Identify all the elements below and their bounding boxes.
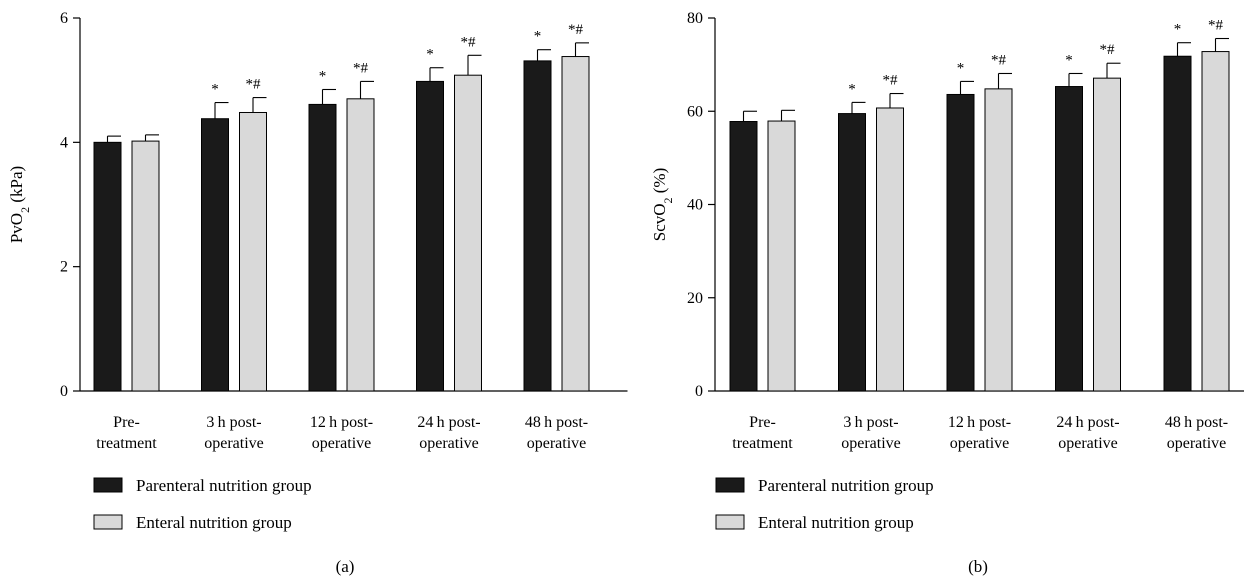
x-category-label: operative: [419, 435, 479, 452]
legend-swatch-parenteral: [715, 477, 745, 493]
x-category-label: treatment: [732, 435, 793, 452]
legend-label: Enteral nutrition group: [136, 513, 292, 532]
x-category-label: operative: [1058, 435, 1118, 452]
bar-enteral: [239, 111, 267, 392]
bar-enteral: [131, 140, 160, 392]
legend-label: Parenteral nutrition group: [758, 476, 934, 495]
x-category-label: operative: [841, 435, 901, 452]
legend-label: Parenteral nutrition group: [136, 476, 312, 495]
bar-parenteral: [946, 93, 975, 392]
x-category-label: 48 h post-: [525, 414, 588, 431]
panel-label: (b): [968, 557, 988, 576]
significance-marker: *#: [353, 60, 369, 76]
y-axis-label: ScvO2 (%): [650, 168, 675, 242]
x-category-label: operative: [312, 435, 372, 452]
significance-marker: *: [426, 47, 434, 63]
bar-enteral: [876, 107, 904, 392]
bar-parenteral: [201, 118, 229, 392]
x-category-label: Pre-: [113, 414, 140, 431]
significance-marker: *: [534, 29, 542, 45]
y-tick-label: 20: [687, 290, 703, 307]
y-axis-label: PvO2 (kPa): [7, 166, 32, 243]
y-tick-label: 4: [60, 134, 68, 151]
x-category-label: 48 h post-: [1165, 414, 1228, 431]
bar-enteral: [1093, 77, 1121, 392]
significance-marker: *#: [991, 52, 1007, 68]
bar-enteral: [561, 56, 590, 392]
significance-marker: *#: [568, 22, 584, 38]
x-category-label: 3 h post-: [206, 414, 261, 431]
x-category-label: 24 h post-: [417, 414, 480, 431]
bar-enteral: [1201, 51, 1230, 392]
significance-marker: *: [1174, 22, 1182, 38]
legend-swatch-enteral: [93, 514, 123, 530]
y-tick-label: 40: [687, 197, 703, 214]
significance-marker: *#: [883, 73, 899, 89]
y-tick-label: 80: [687, 10, 703, 27]
x-category-label: operative: [527, 435, 587, 452]
x-category-label: operative: [204, 435, 264, 452]
x-category-label: 24 h post-: [1056, 414, 1119, 431]
bar-enteral: [346, 98, 375, 392]
x-category-label: operative: [1167, 435, 1227, 452]
significance-marker: *#: [461, 34, 477, 50]
panel-b-chart: 0 20 40 60 80 ScvO2 (%) Pre-treatment * *# 3 h po…: [650, 10, 1244, 576]
panel-label: (a): [336, 557, 355, 576]
y-tick-label: 6: [60, 10, 68, 27]
significance-marker: *#: [1100, 42, 1116, 58]
significance-marker: *: [211, 82, 219, 98]
bar-enteral: [454, 74, 482, 392]
significance-marker: *#: [246, 77, 262, 93]
panel-a-chart: 0 2 4 6 PvO2 (kPa) Pre-treatment * *# 3 h post-o…: [7, 10, 628, 576]
legend-label: Enteral nutrition group: [758, 513, 914, 532]
bar-parenteral: [416, 80, 444, 392]
y-tick-label: 2: [60, 259, 68, 276]
significance-marker: *: [319, 68, 327, 84]
bar-enteral: [984, 88, 1013, 392]
bar-parenteral: [523, 60, 552, 392]
bar-enteral: [767, 120, 796, 392]
x-category-label: Pre-: [749, 414, 776, 431]
legend-swatch-enteral: [715, 514, 745, 530]
bar-parenteral: [93, 141, 122, 392]
x-category-label: 12 h post-: [310, 414, 373, 431]
significance-marker: *: [1065, 52, 1073, 68]
significance-marker: *: [957, 60, 965, 76]
significance-marker: *#: [1208, 18, 1224, 34]
bar-parenteral: [729, 121, 758, 392]
bar-parenteral: [308, 103, 337, 392]
y-tick-label: 0: [695, 383, 703, 400]
y-tick-label: 60: [687, 103, 703, 120]
bar-parenteral: [1163, 55, 1192, 392]
x-category-label: 3 h post-: [843, 414, 898, 431]
x-category-label: 12 h post-: [948, 414, 1011, 431]
x-category-label: treatment: [96, 435, 157, 452]
bar-parenteral: [1055, 86, 1083, 392]
y-tick-label: 0: [60, 383, 68, 400]
bar-parenteral: [838, 113, 866, 392]
x-category-label: operative: [950, 435, 1010, 452]
significance-marker: *: [848, 81, 856, 97]
legend-swatch-parenteral: [93, 477, 123, 493]
